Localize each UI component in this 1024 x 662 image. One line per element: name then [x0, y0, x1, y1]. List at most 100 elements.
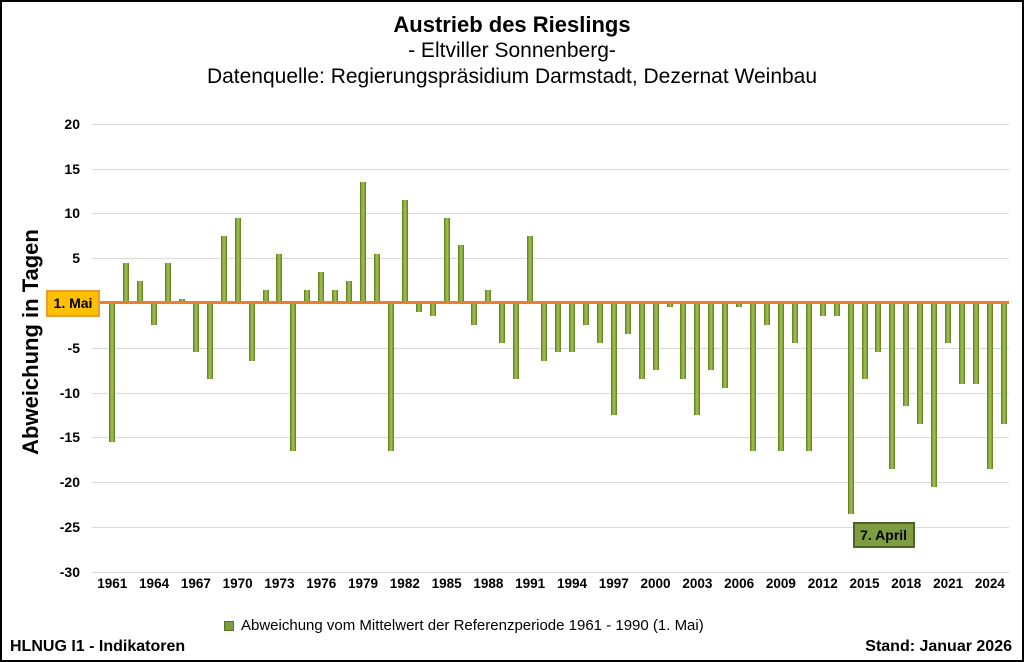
gridline-15: [92, 168, 1009, 170]
bar-1987: [471, 303, 478, 326]
bar-1989: [499, 303, 506, 344]
y-tick-label--20: -20: [59, 474, 80, 491]
reference-zero-line: [99, 301, 1009, 304]
bar-1984: [429, 303, 436, 317]
gridline--15: [92, 437, 1009, 439]
bar-1994: [568, 303, 575, 353]
y-tick-label--5: -5: [67, 339, 80, 356]
bar-1980: [373, 253, 380, 303]
bar-1982: [401, 199, 408, 303]
gridline-5: [92, 258, 1009, 260]
x-tick-label-1967: 1967: [180, 576, 211, 591]
bar-2016: [875, 303, 882, 353]
bar-2025: [1000, 303, 1007, 424]
gridline--25: [92, 527, 1009, 528]
bar-2002: [680, 303, 687, 380]
x-tick-label-2006: 2006: [724, 576, 755, 591]
bar-1991: [527, 235, 534, 303]
bar-2019: [917, 303, 924, 424]
bar-1969: [220, 235, 227, 303]
x-tick-label-1979: 1979: [348, 576, 379, 591]
bar-1965: [165, 262, 172, 303]
gridline-20: [92, 123, 1009, 125]
y-tick-label--25: -25: [59, 519, 80, 535]
bar-1981: [387, 303, 394, 451]
bar-1995: [582, 303, 589, 326]
bar-1990: [513, 303, 520, 380]
gridline--5: [92, 347, 1009, 349]
x-tick-label-2018: 2018: [891, 576, 922, 591]
bar-2018: [903, 303, 910, 407]
baseline-label-1-mai: 1. Mai: [46, 290, 100, 317]
bar-1983: [415, 303, 422, 312]
bar-2010: [791, 303, 798, 344]
bar-2015: [861, 303, 868, 380]
x-tick-label-1997: 1997: [598, 576, 629, 591]
bar-1997: [610, 303, 617, 415]
x-tick-label-2015: 2015: [849, 576, 880, 591]
bar-1974: [290, 303, 297, 451]
gridline--20: [92, 482, 1009, 484]
x-tick-label-2000: 2000: [640, 576, 671, 591]
bar-2008: [764, 303, 770, 326]
bar-1985: [443, 217, 450, 303]
chart-subtitle: - Eltviller Sonnenberg-: [408, 39, 616, 62]
plot-area: [92, 123, 1009, 573]
y-tick-label--30: -30: [59, 563, 80, 580]
bar-2023: [972, 303, 979, 384]
chart-title-block: Austrieb des Rieslings - Eltviller Sonne…: [2, 12, 1022, 90]
bar-2017: [889, 303, 896, 469]
bar-2006: [736, 303, 743, 308]
bar-1963: [137, 280, 144, 303]
bar-1998: [624, 303, 631, 335]
x-tick-label-1970: 1970: [222, 576, 253, 591]
footer-source-label: HLNUG I1 - Indikatoren: [10, 638, 186, 655]
x-tick-label-2009: 2009: [765, 576, 796, 591]
chart-source: Datenquelle: Regierungspräsidium Darmsta…: [206, 65, 818, 88]
bar-1978: [346, 280, 353, 303]
bar-1992: [541, 303, 548, 362]
bar-1971: [248, 303, 255, 362]
x-tick-label-2021: 2021: [933, 576, 964, 591]
bar-1993: [555, 303, 562, 353]
y-tick-label-20: 20: [64, 115, 80, 132]
bar-1966: [178, 298, 185, 303]
bar-2013: [833, 303, 840, 317]
chart-title: Austrieb des Rieslings: [393, 12, 631, 37]
bar-2005: [722, 303, 729, 389]
bar-2022: [959, 303, 966, 384]
bar-1977: [332, 289, 339, 303]
x-tick-label-1973: 1973: [264, 576, 295, 591]
bar-1973: [276, 253, 283, 303]
x-tick-label-2003: 2003: [682, 576, 713, 591]
y-tick-label-15: 15: [64, 160, 80, 177]
bar-2012: [819, 303, 826, 317]
bar-1996: [596, 303, 603, 344]
y-tick-label--15: -15: [59, 429, 80, 446]
x-tick-label-2012: 2012: [807, 576, 838, 591]
bar-2014: [847, 303, 854, 514]
bar-1986: [457, 244, 464, 303]
y-tick-label-5: 5: [72, 250, 80, 267]
gridline--30: [92, 571, 1009, 573]
bar-2009: [777, 303, 784, 451]
x-tick-label-1988: 1988: [473, 576, 504, 591]
bar-2004: [708, 303, 715, 371]
x-tick-label-1982: 1982: [389, 576, 420, 591]
bar-2021: [945, 303, 952, 344]
bar-2001: [666, 303, 673, 308]
bar-1999: [638, 303, 645, 380]
x-tick-label-1994: 1994: [556, 576, 587, 591]
bar-1970: [234, 217, 241, 303]
bar-1962: [123, 262, 130, 303]
bar-2007: [750, 303, 757, 451]
legend-label: Abweichung vom Mittelwert der Referenzpe…: [241, 617, 704, 634]
bar-2024: [986, 303, 993, 469]
x-tick-label-1961: 1961: [97, 576, 128, 591]
bar-1976: [318, 271, 325, 303]
footer-date-label: Stand: Januar 2026: [865, 638, 1012, 655]
legend: Abweichung vom Mittelwert der Referenzpe…: [224, 617, 704, 634]
gridline-10: [92, 213, 1009, 215]
bar-1961: [109, 303, 116, 442]
